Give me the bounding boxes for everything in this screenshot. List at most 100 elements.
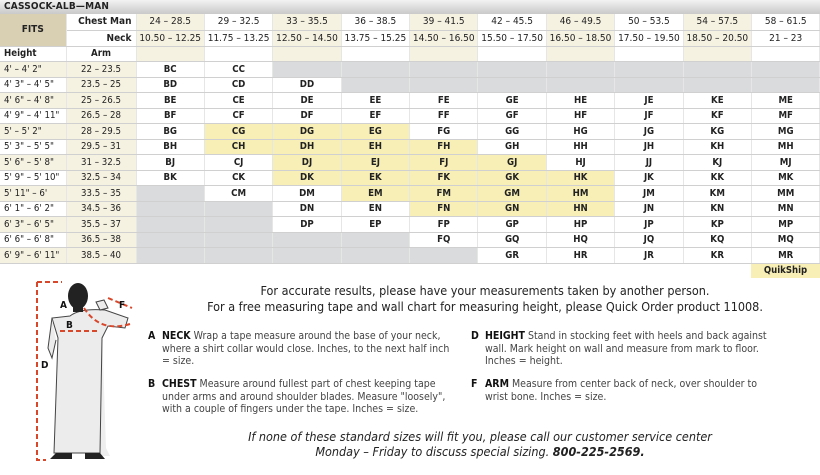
size-code: KK: [683, 170, 753, 186]
neck-range: 10.50 – 12.25: [136, 30, 205, 47]
unavailable-cell: [751, 77, 820, 93]
arm-range: 25 – 26.5: [66, 92, 137, 109]
unavailable-cell: [272, 61, 342, 78]
size-code: KN: [683, 201, 753, 217]
chest-range: 42 – 45.5: [477, 14, 547, 31]
size-chart-table: FITS Chest Man 24 – 28.5 29 – 32.5 33 – 35…: [0, 14, 820, 264]
size-code: JJ: [614, 154, 684, 171]
size-row: 5' 11" – 6' 33.5 – 35 CM DM EM FM GM HM JM KM MM: [0, 185, 820, 202]
size-code: DE: [272, 92, 342, 109]
size-code: HG: [546, 123, 616, 140]
size-code: JE: [614, 92, 684, 109]
size-code: DH: [272, 139, 342, 155]
size-code: MJ: [751, 154, 820, 171]
label-a: A: [60, 300, 67, 311]
size-code: DF: [272, 108, 342, 124]
neck-label: Neck: [66, 30, 137, 47]
unavailable-cell: [683, 77, 753, 93]
size-code: DD: [272, 77, 342, 93]
unavailable-cell: [136, 247, 205, 264]
unavailable-cell: [546, 61, 616, 78]
instruction-height: D HEIGHT Stand in stocking feet with heel…: [471, 330, 781, 368]
size-code: JR: [614, 247, 684, 264]
instruction-text: Stand in stocking feet with heels and ba…: [485, 330, 767, 367]
size-code: MN: [751, 201, 820, 217]
unavailable-cell: [477, 61, 547, 78]
size-code: EP: [341, 216, 411, 233]
size-code: GM: [477, 185, 547, 202]
instruction-name: HEIGHT: [485, 330, 525, 342]
header-spacer: [136, 46, 205, 62]
size-code: EJ: [341, 154, 411, 171]
chest-row: FITS Chest Man 24 – 28.5 29 – 32.5 33 – 35…: [0, 14, 820, 47]
size-code: JQ: [614, 232, 684, 248]
instruction-letter: D: [471, 330, 479, 342]
size-code: HM: [546, 185, 616, 202]
size-row: 4' 9" – 4' 11" 26.5 – 28 BF CF DF EF FF GF HF JF K…: [0, 108, 820, 124]
size-code: JG: [614, 123, 684, 140]
fits-label: FITS: [0, 14, 67, 47]
size-code: JM: [614, 185, 684, 202]
size-code: FM: [409, 185, 479, 202]
size-row: 6' 1" – 6' 2" 34.5 – 36 DN EN FN GN HN JN KN MN: [0, 201, 820, 217]
size-code: GR: [477, 247, 547, 264]
size-code: JH: [614, 139, 684, 155]
unavailable-cell: [272, 247, 342, 264]
header-spacer: [204, 46, 274, 62]
unavailable-cell: [409, 77, 479, 93]
size-code: GF: [477, 108, 547, 124]
size-code: GJ: [477, 154, 547, 171]
unavailable-cell: [341, 247, 411, 264]
size-code: JN: [614, 201, 684, 217]
size-code: HE: [546, 92, 616, 109]
size-code: KR: [683, 247, 753, 264]
size-code: FP: [409, 216, 479, 233]
footer-line-2: Monday – Friday to discuss special sizin…: [315, 444, 550, 459]
neck-range: 11.75 – 13.25: [204, 30, 274, 47]
unavailable-cell: [272, 232, 342, 248]
size-code: BK: [136, 170, 205, 186]
quikship-legend: QuikShip: [751, 264, 820, 278]
arm-range: 33.5 – 35: [66, 185, 137, 202]
size-code: FJ: [409, 154, 479, 171]
size-code: MK: [751, 170, 820, 186]
size-code: MM: [751, 185, 820, 202]
arm-range: 26.5 – 28: [66, 108, 137, 124]
unavailable-cell: [683, 61, 753, 78]
neck-range: 16.50 – 18.50: [546, 30, 616, 47]
size-row: 5' 9" – 5' 10" 32.5 – 34 BK CK DK EK FK GK HK JK K…: [0, 170, 820, 186]
size-code: CF: [204, 108, 274, 124]
unavailable-cell: [136, 232, 205, 248]
label-b: B: [66, 320, 73, 331]
footer-note: If none of these standard sizes will fit…: [200, 429, 760, 459]
size-code: ME: [751, 92, 820, 109]
chest-range: 50 – 53.5: [614, 14, 684, 31]
header-spacer: [409, 46, 479, 62]
arm-range: 35.5 – 37: [66, 216, 137, 233]
unavailable-cell: [341, 61, 411, 78]
chest-range: 46 – 49.5: [546, 14, 616, 31]
height-range: 5' 3" – 5' 5": [0, 139, 67, 155]
unavailable-cell: [546, 77, 616, 93]
intro-text: For accurate results, please have your m…: [150, 283, 820, 315]
neck-range: 17.50 – 19.50: [614, 30, 684, 47]
size-code: GQ: [477, 232, 547, 248]
size-code: KF: [683, 108, 753, 124]
arm-range: 22 – 23.5: [66, 61, 137, 78]
neck-range: 15.50 – 17.50: [477, 30, 547, 47]
instruction-letter: B: [148, 378, 156, 390]
size-code: HJ: [546, 154, 616, 171]
size-code: BG: [136, 123, 205, 140]
size-code: DK: [272, 170, 342, 186]
size-code: MG: [751, 123, 820, 140]
height-label: Height: [0, 46, 67, 62]
size-code: CG: [204, 123, 274, 140]
measuring-figure: A B D F: [36, 281, 133, 461]
size-row: 6' 3" – 6' 5" 35.5 – 37 DP EP FP GP HP JP KP MP: [0, 216, 820, 233]
size-code: BF: [136, 108, 205, 124]
unavailable-cell: [204, 247, 274, 264]
size-code: HQ: [546, 232, 616, 248]
phone-number[interactable]: 800-225-2569.: [552, 444, 645, 459]
size-code: KQ: [683, 232, 753, 248]
unavailable-cell: [204, 201, 274, 217]
